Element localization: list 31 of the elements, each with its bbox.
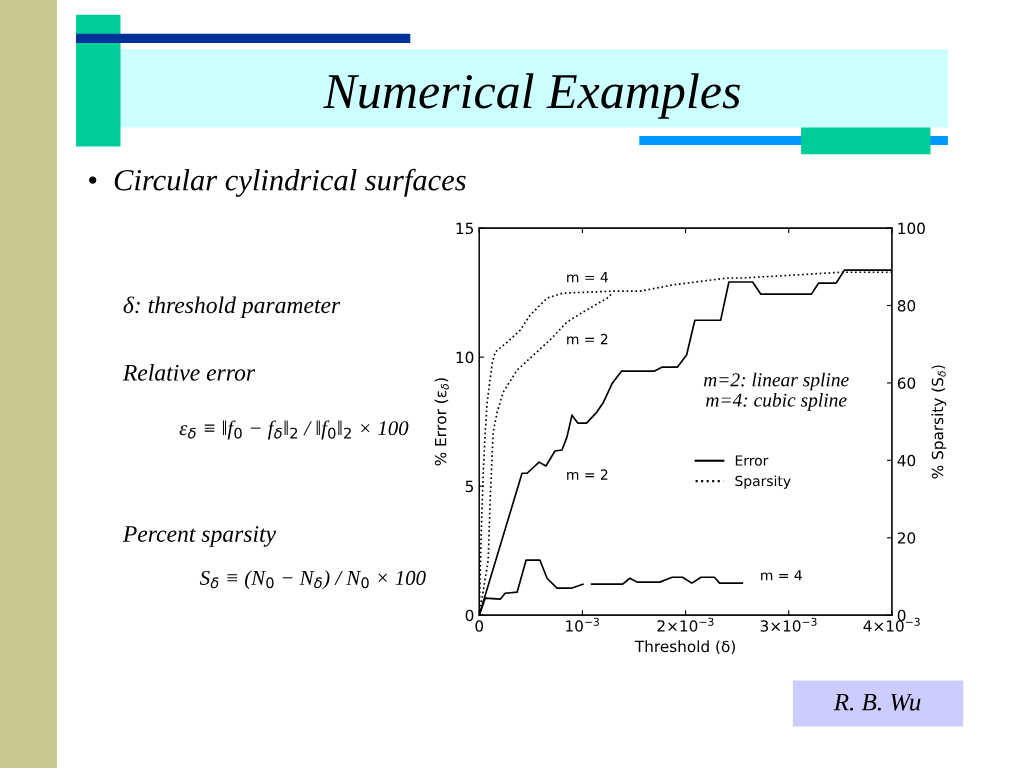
y2-tick-label: 20 [897, 532, 916, 544]
annotation: m = 2 [567, 469, 608, 480]
text: ε$_{δ}$ ≡ ‖f$_{0}$ − f$_{δ}$‖$_{2}$ / ‖f$_{0}$‖$_{2}$ × 100 [179, 420, 409, 440]
text: R. B. Wu [833, 693, 921, 711]
y2-tick-label: 100 [898, 222, 925, 235]
x-tick-label: 10$^{−3}$ [566, 617, 599, 632]
chart-title: Numerical Examples [323, 73, 740, 119]
text: S$_{δ}$ ≡ (N$_{0}$ − N$_{δ}$) / N$_{0}$ × 100 [199, 570, 426, 590]
x-tick-label: 0 [475, 620, 484, 632]
y-axis-title: % Error (ε$_{δ}$) [434, 378, 449, 466]
legend-label: Sparsity [735, 475, 791, 489]
annotation: m = 4 [761, 570, 802, 581]
text: Relative error [122, 364, 256, 381]
chart-subtitle: • Circular cylindrical surfaces [89, 168, 466, 197]
x-tick-label: 2×10$^{−3}$ [657, 617, 714, 632]
annotation: m = 2 [567, 333, 608, 345]
annotation: m = 4 [567, 272, 608, 283]
x-axis-title: Threshold (δ) [634, 640, 735, 654]
legend-label: Error [735, 455, 769, 466]
text: δ: threshold parameter [123, 296, 341, 318]
y-tick-label: 0 [465, 609, 474, 622]
y2-tick-label: 80 [897, 299, 916, 312]
y-tick-label: 10 [456, 351, 474, 364]
x-tick-label: 3×10$^{−3}$ [760, 617, 817, 632]
text: Percent sparsity [122, 526, 277, 547]
y-tick-label: 5 [465, 480, 474, 493]
annotation: m=2: linear spline m=4: cubic spline [703, 372, 849, 411]
y-tick-label: 15 [456, 222, 474, 235]
y2-tick-label: 60 [897, 377, 916, 389]
y2-tick-label: 40 [897, 454, 916, 467]
y2-axis-title: % Sparsity (S$_{δ}$) [931, 365, 947, 479]
